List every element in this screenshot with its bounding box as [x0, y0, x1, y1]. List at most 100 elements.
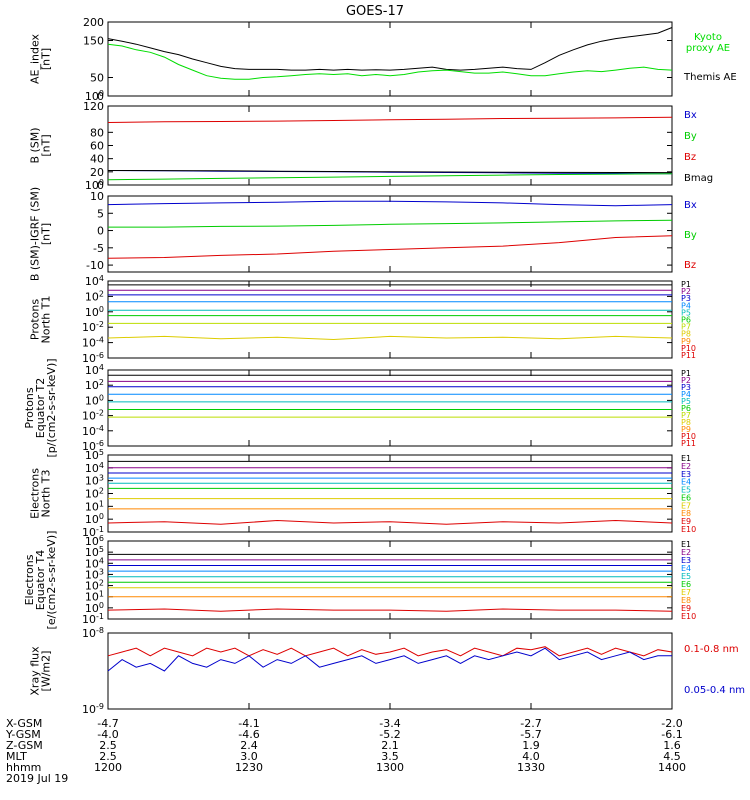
- legend: 0.1-0.8 nm 0.05-0.4 nm: [684, 644, 745, 696]
- legend-entry: P3: [681, 383, 691, 392]
- legend-entry: E1: [681, 454, 691, 463]
- legend-entry: P4: [681, 301, 691, 310]
- legend-entry: P6: [681, 404, 691, 413]
- legend: Bx By Bz: [684, 200, 697, 271]
- y-tick-label: 102: [85, 378, 104, 392]
- y-axis-label-line: B (SM): [29, 127, 42, 163]
- legend-entry: P8: [681, 418, 691, 427]
- legend-entry: P1: [681, 369, 691, 378]
- series-line: [107, 335, 673, 341]
- tick-exponent: -6: [96, 351, 104, 360]
- y-axis-label: AE_index[nT]: [29, 33, 53, 84]
- tick-exponent: 4: [99, 274, 104, 283]
- y-tick-label: 100: [85, 305, 104, 319]
- tick-exponent: 0: [99, 601, 104, 610]
- ephemeris-label: MLT: [6, 750, 27, 763]
- panel-frame: [107, 454, 673, 533]
- ephemeris-value: 2.4: [240, 739, 258, 752]
- legend-entry: E4: [681, 478, 691, 487]
- ephemeris-value: 1230: [235, 761, 263, 774]
- y-axis-label-line: North T3: [40, 470, 53, 518]
- y-tick-label: 10-4: [82, 336, 104, 350]
- legend-entry: P5: [681, 308, 691, 317]
- panel-frame: [107, 195, 673, 273]
- ephemeris-value: -5.2: [379, 728, 400, 741]
- ephemeris-value: -6.1: [661, 728, 682, 741]
- y-tick-label: 104: [85, 363, 104, 377]
- legend-entry: E1: [681, 540, 691, 549]
- legend-entry: E3: [681, 556, 691, 565]
- legend-entry: P1: [681, 280, 691, 289]
- series-line: [107, 646, 673, 657]
- series-line: [108, 219, 673, 228]
- ephemeris-value: -4.0: [97, 728, 118, 741]
- tick-exponent: -1: [96, 612, 104, 621]
- tick-exponent: -4: [96, 424, 104, 433]
- y-axis-label-line: Equator T4: [34, 550, 47, 610]
- y-tick-label: 150: [83, 35, 104, 48]
- tick-exponent: 3: [99, 567, 104, 576]
- series-line: [107, 235, 673, 259]
- legend-entry: P4: [681, 390, 691, 399]
- y-axis-label: ElectronsNorth T3: [29, 468, 53, 519]
- legend-entry: 0.05-0.4 nm: [684, 685, 745, 696]
- ephemeris-label: X-GSM: [6, 717, 42, 730]
- y-axis-label: Xray flux[W/m2]: [29, 646, 53, 696]
- y-axis-label: ProtonsEquator T2[p/(cm2-s-sr-keV)]: [23, 358, 58, 457]
- legend-entry: P8: [681, 330, 691, 339]
- y-tick-label: 10-2: [82, 320, 104, 334]
- ephemeris-value: 1.6: [663, 739, 681, 752]
- y-axis-label-line: B (SM)-IGRF (SM): [29, 187, 42, 281]
- y-tick-label: 10-2: [82, 409, 104, 423]
- tick-exponent: 1: [99, 499, 104, 508]
- ephemeris-value: -5.7: [520, 728, 541, 741]
- tick-exponent: 0: [99, 178, 104, 187]
- y-tick-label: 60: [90, 140, 104, 153]
- tick-exponent: -2: [96, 320, 104, 329]
- legend-entry: E2: [681, 462, 691, 471]
- legend-entry: P5: [681, 397, 691, 406]
- legend-entry: E9: [681, 604, 691, 613]
- ephemeris-label: Z-GSM: [6, 739, 43, 752]
- y-tick-label: 20: [90, 166, 104, 179]
- legend-entry: E8: [681, 596, 691, 605]
- legend-entry: proxy AE: [686, 43, 730, 54]
- tick-exponent: 5: [99, 448, 104, 457]
- tick-exponent: -6: [96, 439, 104, 448]
- ephemeris-value: 3.0: [240, 750, 258, 763]
- legend-entry: By: [684, 131, 697, 142]
- legend-entry: By: [684, 230, 697, 241]
- tick-exponent: 2: [99, 579, 104, 588]
- legend-entry: E9: [681, 517, 691, 526]
- tick-exponent: -9: [96, 702, 104, 711]
- y-axis-label: B (SM)-IGRF (SM)[nT]: [29, 187, 53, 281]
- y-axis-label-line: [nT]: [40, 223, 53, 245]
- y-tick-label: 40: [90, 153, 104, 166]
- panel-3: -10 -5 0 5 10 B (SM)-IGRF (SM)[nT] Bx By Bz: [29, 187, 697, 281]
- y-tick-label: 0: [97, 225, 104, 238]
- tick-exponent: 6: [99, 534, 104, 543]
- y-tick-label: 10-8: [82, 626, 104, 640]
- legend-entry: E2: [681, 548, 691, 557]
- tick-exponent: 2: [99, 289, 104, 298]
- legend: Bx By Bz Bmag: [684, 110, 713, 184]
- y-axis-label-line: [W/m2]: [40, 651, 53, 692]
- y-axis-label: B (SM)[nT]: [29, 127, 53, 163]
- y-tick-label: 0: [97, 90, 104, 103]
- y-axis-label-line: AE_index: [29, 33, 42, 84]
- y-axis-label: ElectronsEquator T4[e/(cm2-s-sr-keV)]: [23, 531, 58, 630]
- legend-entry: P6: [681, 316, 691, 325]
- tick-exponent: 0: [99, 89, 104, 98]
- y-tick-label: 5: [97, 207, 104, 220]
- legend-entry: Bz: [684, 152, 696, 163]
- legend-entry: P10: [681, 344, 696, 353]
- ephemeris-value: -4.6: [238, 728, 259, 741]
- legend-entry: E3: [681, 470, 691, 479]
